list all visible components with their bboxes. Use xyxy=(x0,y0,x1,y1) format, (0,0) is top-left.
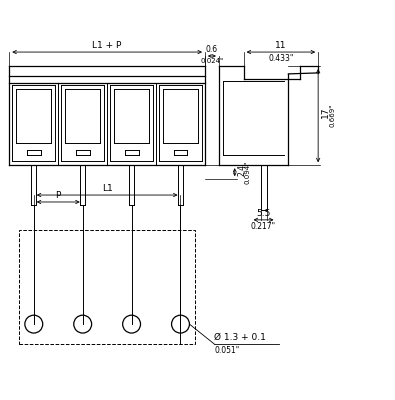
Text: P: P xyxy=(56,191,61,200)
Text: L1: L1 xyxy=(102,184,113,193)
Text: 17: 17 xyxy=(321,107,330,118)
Text: 5.5: 5.5 xyxy=(256,209,271,218)
Text: 0.094": 0.094" xyxy=(245,160,251,184)
Text: 0.024": 0.024" xyxy=(200,58,224,64)
Text: 2.4: 2.4 xyxy=(238,164,247,176)
Bar xyxy=(19,230,196,344)
Text: 0.051": 0.051" xyxy=(214,346,239,355)
Text: 0.217": 0.217" xyxy=(251,222,276,231)
Text: 0.669": 0.669" xyxy=(329,104,335,127)
Text: L1 + P: L1 + P xyxy=(92,41,122,50)
Text: 0.433": 0.433" xyxy=(268,54,293,63)
Text: 0.6: 0.6 xyxy=(206,45,218,54)
Text: 11: 11 xyxy=(275,41,287,50)
Text: Ø 1.3 + 0.1: Ø 1.3 + 0.1 xyxy=(214,333,266,342)
